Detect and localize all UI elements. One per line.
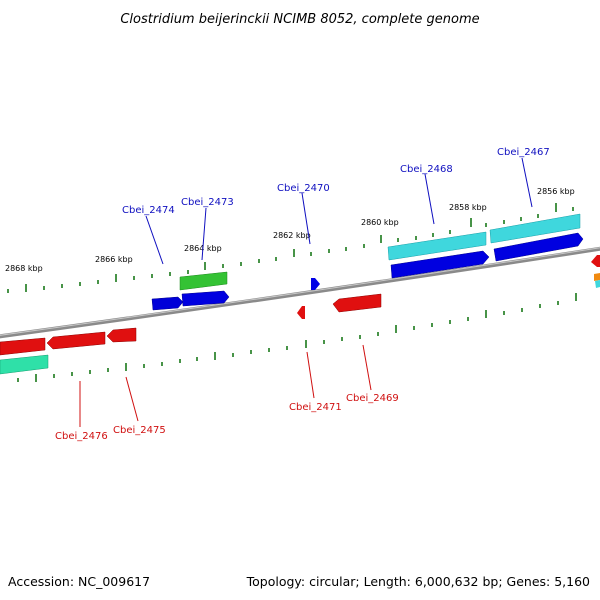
genome-backbone-highlight — [0, 247, 600, 336]
gene-label-cbei-2473: Cbei_2473 — [181, 197, 234, 208]
feature-cbei-2470[interactable] — [311, 278, 320, 290]
genome-summary-text: Topology: circular; Length: 6,000,632 bp… — [246, 574, 590, 589]
scale-label-2860: 2860 kbp — [361, 218, 399, 227]
scale-label-2868: 2868 kbp — [5, 264, 43, 273]
feature-cbei-2476b[interactable] — [46, 331, 106, 350]
feature-edge-cyan[interactable] — [595, 280, 600, 288]
scale-label-2866: 2866 kbp — [95, 255, 133, 264]
genome-backbone — [0, 246, 600, 339]
feature-cbei-2468-product[interactable] — [387, 231, 487, 261]
gene-label-cbei-2474: Cbei_2474 — [122, 205, 175, 216]
feature-cbei-2475[interactable] — [106, 327, 137, 343]
feature-cbei-2469[interactable] — [332, 293, 382, 313]
genome-title: Clostridium beijerinckii NCIMB 8052, com… — [120, 12, 479, 27]
feature-cbei-2476-product[interactable] — [0, 354, 49, 375]
feature-cbei-2468[interactable] — [390, 250, 490, 279]
scale-label-2856: 2856 kbp — [537, 187, 575, 196]
gene-label-cbei-2471: Cbei_2471 — [289, 402, 342, 413]
feature-edge-red[interactable] — [591, 255, 600, 267]
gene-label-cbei-2470: Cbei_2470 — [277, 183, 330, 194]
gene-label-cbei-2469: Cbei_2469 — [346, 393, 399, 404]
forward-leader-lines — [145, 157, 533, 265]
gene-label-cbei-2475: Cbei_2475 — [113, 425, 166, 436]
gene-label-cbei-2476: Cbei_2476 — [55, 431, 108, 442]
forward-tick-track — [7, 203, 574, 293]
reverse-tick-track — [17, 293, 577, 382]
feature-cbei-2473[interactable] — [181, 290, 230, 307]
feature-cbei-2473-product[interactable] — [179, 271, 228, 291]
scale-label-2862: 2862 kbp — [273, 231, 311, 240]
accession-text: Accession: NC_009617 — [8, 574, 150, 589]
feature-cbei-2476[interactable] — [0, 337, 46, 356]
scale-label-2858: 2858 kbp — [449, 203, 487, 212]
feature-cbei-2471[interactable] — [297, 306, 305, 319]
feature-edge-orange[interactable] — [594, 273, 600, 281]
gene-label-cbei-2468: Cbei_2468 — [400, 164, 453, 175]
gene-label-cbei-2467: Cbei_2467 — [497, 147, 550, 158]
feature-cbei-2467[interactable] — [493, 232, 584, 262]
feature-cbei-2474[interactable] — [151, 296, 184, 311]
feature-cbei-2467-product[interactable] — [489, 213, 581, 244]
reverse-leader-lines — [79, 344, 372, 427]
